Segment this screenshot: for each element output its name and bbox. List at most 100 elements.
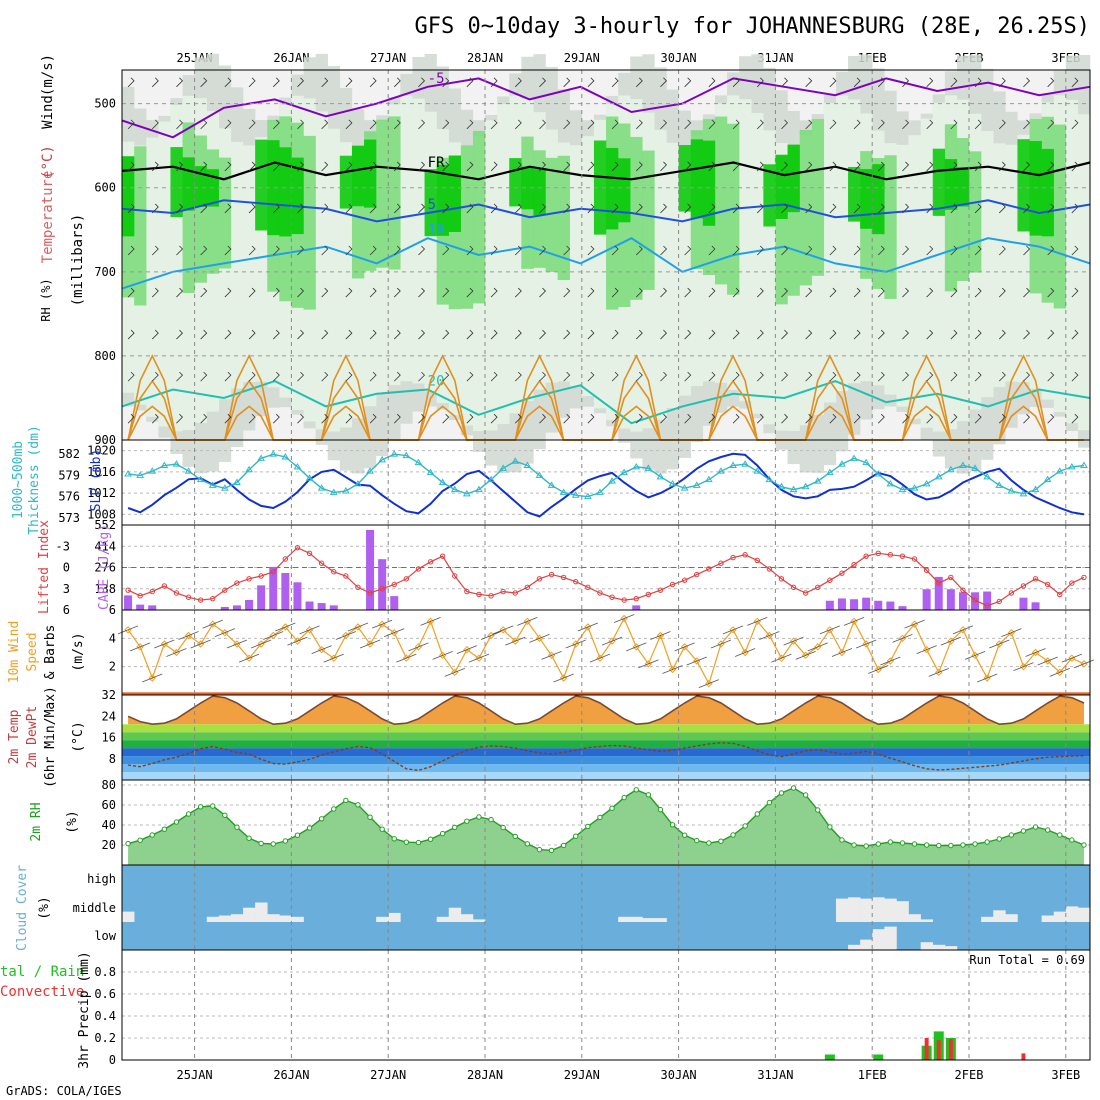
wind-barb bbox=[829, 329, 837, 340]
wind-barb bbox=[635, 161, 643, 172]
wind-barb bbox=[805, 329, 813, 340]
wind-speed-point bbox=[584, 623, 592, 631]
wind-barb-10m bbox=[1025, 648, 1046, 657]
wind-barb-10m bbox=[1073, 659, 1095, 669]
wind-barb bbox=[1023, 329, 1031, 340]
panel-frame bbox=[121, 609, 1091, 696]
li-point bbox=[161, 583, 168, 589]
date-label-top: 28JAN bbox=[467, 51, 503, 65]
wind-barb bbox=[684, 329, 692, 340]
cloud-fill-middle bbox=[122, 911, 135, 922]
isotherm-label: FR bbox=[428, 155, 445, 171]
wind-barb bbox=[732, 413, 740, 424]
cape-bar bbox=[934, 576, 943, 610]
li-point bbox=[984, 603, 990, 609]
wind-speed-point bbox=[160, 640, 169, 648]
wind-barb-10m bbox=[396, 653, 417, 663]
wind-barb bbox=[127, 413, 135, 424]
rh2m-point bbox=[681, 832, 688, 838]
slp-line bbox=[127, 452, 1085, 518]
y-tick-label: 32 bbox=[102, 688, 116, 702]
wind-barb bbox=[200, 161, 208, 172]
wind-barb-10m bbox=[541, 650, 562, 660]
wind-barb bbox=[127, 329, 135, 340]
thickness-point bbox=[1019, 489, 1028, 497]
wind-barb-10m bbox=[674, 642, 695, 652]
rh-shading-cell bbox=[170, 147, 183, 218]
li-point bbox=[1008, 590, 1015, 596]
thickness-point bbox=[305, 474, 314, 481]
wind-barb bbox=[853, 245, 861, 256]
wind-speed-point bbox=[305, 626, 314, 634]
li-point bbox=[706, 566, 712, 572]
rh2m-point bbox=[415, 839, 422, 846]
ylabel-precip: 3hr Precip (mm) bbox=[77, 951, 92, 1068]
rh-shading-cell bbox=[364, 139, 377, 208]
cloud-fill-middle bbox=[848, 897, 861, 922]
wind-barb bbox=[974, 161, 982, 172]
wind-barb bbox=[998, 413, 1006, 424]
rh-shading-cell bbox=[472, 130, 486, 304]
rh2m-point bbox=[694, 837, 700, 844]
wind-barb bbox=[877, 329, 885, 340]
wind-barb bbox=[248, 77, 256, 88]
rh2m-point bbox=[972, 841, 978, 847]
ylabel-thickness: 1000~500mb bbox=[11, 441, 26, 519]
rh2m-point bbox=[597, 814, 603, 821]
wind-barb bbox=[200, 77, 208, 88]
thickness-point bbox=[874, 470, 883, 477]
wind-barb bbox=[224, 161, 232, 172]
li-point bbox=[452, 573, 458, 579]
li-point bbox=[476, 591, 482, 598]
cloud-fill-middle bbox=[472, 919, 486, 922]
wind-barb bbox=[974, 77, 982, 88]
wind-barb bbox=[684, 119, 692, 130]
li-point bbox=[742, 552, 748, 558]
wind-barb bbox=[490, 119, 498, 130]
wind-barb bbox=[877, 77, 885, 88]
cape-bar bbox=[136, 604, 145, 610]
wind-barb bbox=[345, 77, 353, 88]
rh2m-point bbox=[815, 807, 821, 813]
wind-barb bbox=[442, 371, 450, 382]
cloud-fill-middle bbox=[884, 898, 897, 922]
wind-barb-10m bbox=[759, 631, 780, 640]
rh2m-point bbox=[585, 823, 591, 830]
wind-barb bbox=[514, 245, 522, 256]
rh2m-point bbox=[875, 841, 881, 847]
wind-barb bbox=[708, 287, 716, 298]
y-tick-label-slp: 1008 bbox=[87, 507, 116, 521]
rh2m-point bbox=[790, 785, 797, 791]
cape-bar bbox=[971, 592, 980, 610]
wind-barb bbox=[272, 245, 280, 256]
wind-barb-10m bbox=[710, 639, 732, 649]
wind-speed-point bbox=[572, 640, 580, 648]
li-point bbox=[524, 584, 531, 591]
wind-barb-10m bbox=[783, 636, 804, 646]
cloud-fill-middle bbox=[654, 918, 667, 922]
wind-barb-10m bbox=[202, 619, 223, 629]
wind-speed-point bbox=[983, 674, 991, 682]
thickness-point bbox=[1080, 461, 1088, 468]
li-point bbox=[379, 586, 385, 592]
wind-barb bbox=[490, 287, 498, 298]
li-point bbox=[694, 571, 700, 578]
rh2m-point bbox=[887, 839, 894, 845]
rh2m-point bbox=[863, 843, 869, 849]
rh2m-point bbox=[367, 814, 373, 820]
wind-barb bbox=[321, 119, 329, 130]
wind-barb bbox=[1047, 77, 1055, 88]
wind-barb bbox=[611, 371, 619, 382]
wind-speed-point bbox=[426, 617, 435, 626]
cape-bar bbox=[1031, 602, 1040, 610]
wind-speed-point bbox=[233, 640, 241, 648]
wind-barb bbox=[1023, 119, 1031, 130]
wind-barb bbox=[708, 329, 716, 340]
rh-shading-cell bbox=[255, 139, 268, 231]
wind-barb bbox=[466, 245, 474, 256]
wind-barb bbox=[151, 371, 159, 382]
ylabel-wind-unit: (m/s) bbox=[40, 54, 56, 96]
rh-shading-cell bbox=[243, 145, 256, 383]
rh2m-point bbox=[258, 840, 264, 847]
wind-barb-10m bbox=[130, 642, 151, 652]
